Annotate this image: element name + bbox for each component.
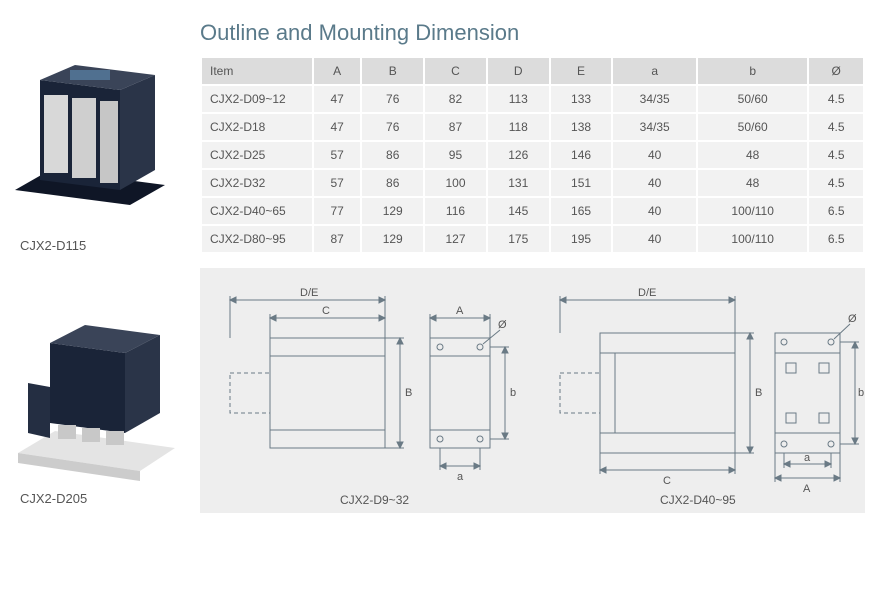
- cell-value: 76: [362, 86, 423, 112]
- cell-value: 47: [314, 114, 360, 140]
- col-dia: Ø: [809, 58, 863, 84]
- cell-value: 195: [551, 226, 612, 252]
- svg-text:A: A: [456, 305, 464, 317]
- cell-value: 57: [314, 170, 360, 196]
- svg-text:B: B: [405, 387, 412, 399]
- cell-value: 4.5: [809, 86, 863, 112]
- col-a: A: [314, 58, 360, 84]
- cell-value: 6.5: [809, 198, 863, 224]
- cell-value: 6.5: [809, 226, 863, 252]
- cell-value: 175: [488, 226, 549, 252]
- cell-value: 40: [613, 142, 695, 168]
- product-image-d115: [10, 40, 170, 230]
- cell-value: 127: [425, 226, 486, 252]
- cell-value: 100/110: [698, 198, 808, 224]
- cell-value: 87: [314, 226, 360, 252]
- cell-value: 82: [425, 86, 486, 112]
- col-b2: b: [698, 58, 808, 84]
- col-b: B: [362, 58, 423, 84]
- cell-value: 57: [314, 142, 360, 168]
- cell-value: 40: [613, 226, 695, 252]
- dimension-diagrams: D/E C B: [200, 268, 865, 513]
- table-row: CJX2-D80~958712912717519540100/1106.5: [202, 226, 863, 252]
- cell-value: 47: [314, 86, 360, 112]
- diagram-area: D/E C B: [200, 268, 865, 513]
- svg-text:D/E: D/E: [300, 287, 318, 299]
- svg-text:b: b: [858, 387, 864, 399]
- cell-item: CJX2-D80~95: [202, 226, 312, 252]
- cell-value: 34/35: [613, 114, 695, 140]
- cell-value: 100: [425, 170, 486, 196]
- cell-value: 116: [425, 198, 486, 224]
- diagram-label-2: CJX2-D40~95: [660, 493, 736, 507]
- svg-text:a: a: [457, 471, 464, 483]
- cell-value: 4.5: [809, 114, 863, 140]
- cell-value: 145: [488, 198, 549, 224]
- table-row: CJX2-D32578610013115140484.5: [202, 170, 863, 196]
- cell-value: 40: [613, 170, 695, 196]
- svg-text:A: A: [803, 483, 811, 495]
- diagram-label-1: CJX2-D9~32: [340, 493, 409, 507]
- table-row: CJX2-D2557869512614640484.5: [202, 142, 863, 168]
- cell-value: 118: [488, 114, 549, 140]
- cell-item: CJX2-D25: [202, 142, 312, 168]
- svg-text:a: a: [804, 452, 811, 464]
- product-block-d115: CJX2-D115: [10, 40, 180, 253]
- product-sidebar: CJX2-D115 CJX2-D205: [10, 40, 180, 566]
- product-image-d205: [10, 313, 170, 483]
- cell-value: 113: [488, 86, 549, 112]
- cell-value: 77: [314, 198, 360, 224]
- cell-item: CJX2-D32: [202, 170, 312, 196]
- dimension-table: Item A B C D E a b Ø CJX2-D09~1247768211…: [200, 56, 865, 254]
- col-d: D: [488, 58, 549, 84]
- cell-item: CJX2-D09~12: [202, 86, 312, 112]
- cell-value: 87: [425, 114, 486, 140]
- cell-value: 131: [488, 170, 549, 196]
- col-item: Item: [202, 58, 312, 84]
- product-label-d205: CJX2-D205: [10, 491, 180, 506]
- svg-text:Ø: Ø: [498, 319, 507, 331]
- cell-value: 40: [613, 198, 695, 224]
- cell-value: 138: [551, 114, 612, 140]
- cell-value: 100/110: [698, 226, 808, 252]
- svg-text:C: C: [322, 305, 330, 317]
- svg-text:C: C: [663, 475, 671, 487]
- product-label-d115: CJX2-D115: [10, 238, 180, 253]
- table-row: CJX2-D09~1247768211313334/3550/604.5: [202, 86, 863, 112]
- section-title: Outline and Mounting Dimension: [200, 20, 865, 46]
- cell-value: 4.5: [809, 170, 863, 196]
- cell-value: 48: [698, 170, 808, 196]
- cell-value: 76: [362, 114, 423, 140]
- table-row: CJX2-D40~657712911614516540100/1106.5: [202, 198, 863, 224]
- cell-value: 146: [551, 142, 612, 168]
- cell-value: 133: [551, 86, 612, 112]
- cell-value: 34/35: [613, 86, 695, 112]
- col-a2: a: [613, 58, 695, 84]
- cell-item: CJX2-D40~65: [202, 198, 312, 224]
- col-c: C: [425, 58, 486, 84]
- cell-value: 4.5: [809, 142, 863, 168]
- svg-text:D/E: D/E: [638, 287, 656, 299]
- cell-value: 129: [362, 226, 423, 252]
- product-block-d205: CJX2-D205: [10, 313, 180, 506]
- cell-item: CJX2-D18: [202, 114, 312, 140]
- cell-value: 126: [488, 142, 549, 168]
- cell-value: 50/60: [698, 114, 808, 140]
- cell-value: 48: [698, 142, 808, 168]
- cell-value: 95: [425, 142, 486, 168]
- col-e: E: [551, 58, 612, 84]
- cell-value: 165: [551, 198, 612, 224]
- table-header-row: Item A B C D E a b Ø: [202, 58, 863, 84]
- cell-value: 50/60: [698, 86, 808, 112]
- main-content: Outline and Mounting Dimension Item A B …: [200, 20, 865, 513]
- cell-value: 151: [551, 170, 612, 196]
- svg-text:B: B: [755, 387, 762, 399]
- svg-text:Ø: Ø: [848, 313, 857, 325]
- cell-value: 129: [362, 198, 423, 224]
- table-row: CJX2-D1847768711813834/3550/604.5: [202, 114, 863, 140]
- cell-value: 86: [362, 170, 423, 196]
- svg-text:b: b: [510, 387, 516, 399]
- cell-value: 86: [362, 142, 423, 168]
